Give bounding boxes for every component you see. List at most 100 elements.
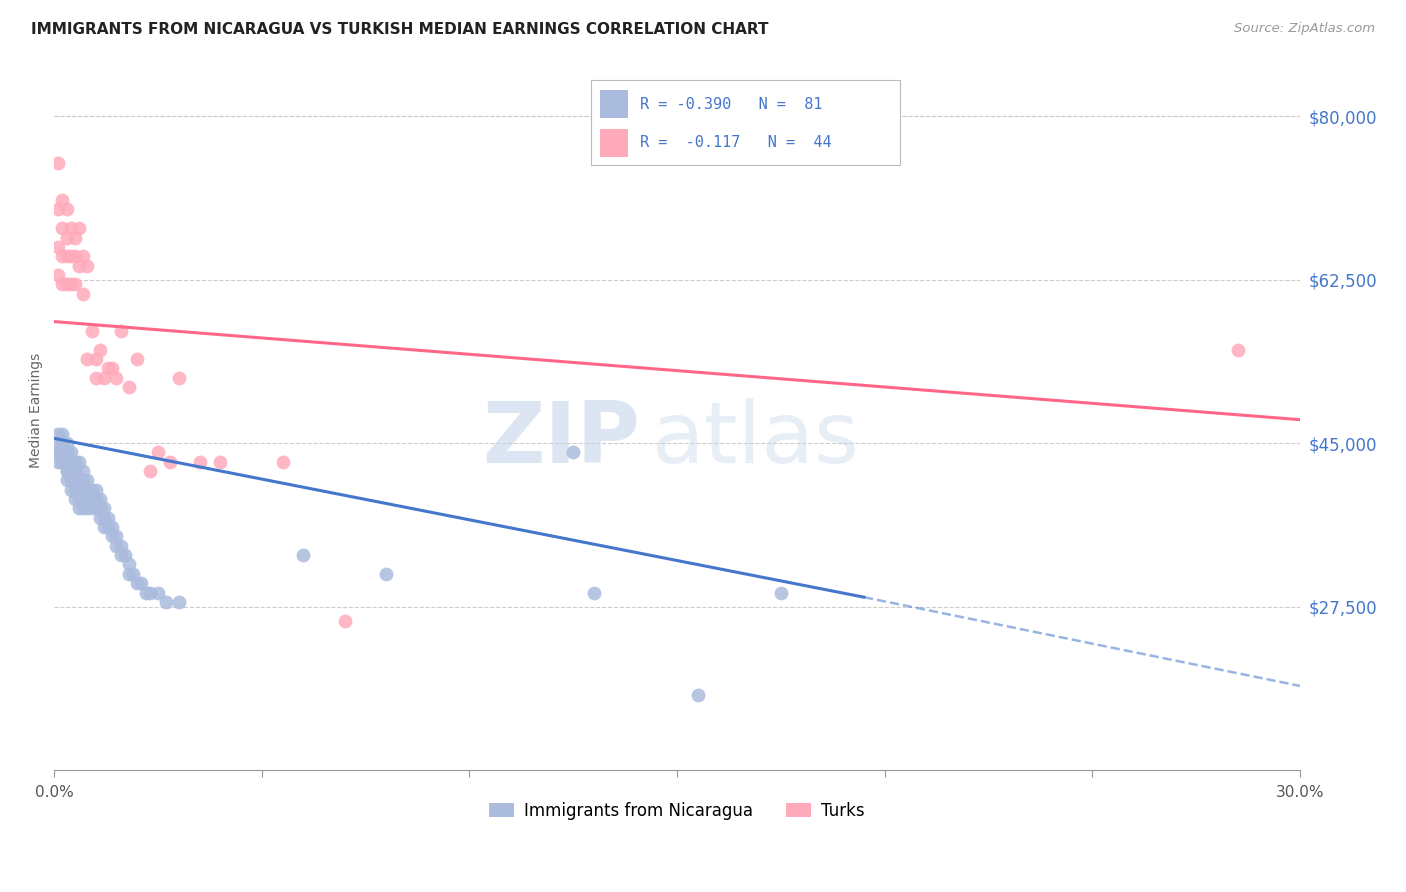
Point (127, 351, 149, 366)
Point (769, 585, 792, 599)
Point (55, 230, 77, 244)
Point (67, 492, 90, 507)
Point (76, 474, 98, 488)
Bar (600, 129, 627, 157)
Point (59, 277, 82, 292)
Point (46, 436, 69, 450)
Point (51, 426, 73, 441)
Text: atlas: atlas (652, 398, 860, 481)
Point (63, 455, 86, 469)
Point (55, 249, 77, 263)
Point (93, 370, 115, 384)
Point (138, 585, 160, 599)
Point (67, 221, 90, 235)
Point (159, 455, 181, 469)
Point (89, 492, 111, 507)
Point (209, 455, 232, 469)
Point (188, 455, 211, 469)
Point (51, 249, 73, 263)
Point (72, 464, 94, 478)
Point (97, 361, 120, 376)
Point (72, 501, 94, 516)
Point (55, 445, 77, 459)
Point (59, 474, 82, 488)
Point (131, 576, 153, 591)
Point (84, 501, 107, 516)
Point (46, 445, 69, 459)
Text: R = -0.390   N =  81: R = -0.390 N = 81 (640, 96, 823, 112)
Point (167, 595, 190, 609)
Point (127, 576, 149, 591)
Point (51, 221, 73, 235)
Point (55, 464, 77, 478)
Point (55, 474, 77, 488)
Point (110, 539, 132, 553)
Point (67, 474, 90, 488)
Point (67, 483, 90, 497)
Point (562, 445, 585, 459)
Point (63, 483, 86, 497)
Point (686, 688, 709, 702)
Point (135, 585, 157, 599)
Point (97, 510, 120, 524)
Point (118, 558, 141, 572)
Point (59, 455, 82, 469)
Point (146, 585, 169, 599)
Point (89, 501, 111, 516)
Point (72, 286, 94, 301)
Point (46, 240, 69, 254)
Point (89, 510, 111, 524)
Point (80, 501, 103, 516)
Point (59, 249, 82, 263)
Point (105, 539, 128, 553)
Point (72, 249, 94, 263)
Point (114, 548, 136, 562)
Point (63, 249, 86, 263)
Point (101, 520, 124, 534)
Point (51, 455, 73, 469)
Point (80, 492, 103, 507)
Bar (600, 90, 627, 118)
Point (292, 548, 315, 562)
Point (97, 520, 120, 534)
Point (105, 529, 128, 543)
Point (110, 548, 132, 562)
Point (76, 351, 98, 366)
Point (51, 455, 73, 469)
Point (51, 445, 73, 459)
Point (1226, 343, 1249, 357)
Point (101, 529, 124, 543)
Point (55, 445, 77, 459)
Text: ZIP: ZIP (482, 398, 640, 481)
Point (63, 464, 86, 478)
Point (84, 483, 107, 497)
Point (51, 277, 73, 292)
Point (271, 455, 294, 469)
Point (375, 566, 398, 581)
Point (46, 426, 69, 441)
Point (80, 483, 103, 497)
Point (84, 370, 107, 384)
Point (46, 445, 69, 459)
Point (138, 464, 160, 478)
Point (105, 370, 128, 384)
Point (51, 436, 73, 450)
Point (118, 566, 141, 581)
Point (55, 455, 77, 469)
Point (63, 230, 86, 244)
Point (63, 277, 86, 292)
Point (63, 474, 86, 488)
Point (80, 324, 103, 338)
Point (72, 492, 94, 507)
Legend: Immigrants from Nicaragua, Turks: Immigrants from Nicaragua, Turks (482, 795, 872, 826)
Point (84, 492, 107, 507)
Point (93, 510, 115, 524)
Point (55, 277, 77, 292)
Point (76, 259, 98, 273)
Point (110, 324, 132, 338)
Point (93, 520, 115, 534)
Point (155, 595, 177, 609)
Text: IMMIGRANTS FROM NICARAGUA VS TURKISH MEDIAN EARNINGS CORRELATION CHART: IMMIGRANTS FROM NICARAGUA VS TURKISH MED… (31, 22, 769, 37)
Point (55, 202, 77, 217)
Point (93, 501, 115, 516)
